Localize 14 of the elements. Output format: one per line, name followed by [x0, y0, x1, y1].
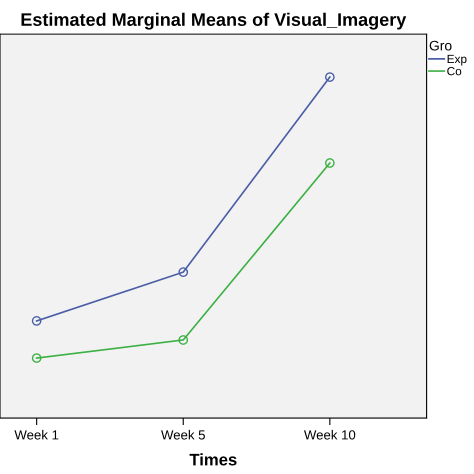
point: [32, 316, 42, 326]
point: [178, 335, 188, 345]
point: [324, 72, 335, 82]
point: [32, 353, 42, 363]
point: [178, 267, 188, 277]
legend-label: Exp: [448, 54, 467, 66]
legend-label: Co: [447, 66, 462, 76]
point: [324, 158, 335, 168]
x-tick-label: Week 10: [304, 430, 356, 440]
legend-title: Gro: [430, 40, 452, 51]
x-axis-title: Times: [190, 453, 237, 466]
x-tick-label: Week 5: [161, 430, 205, 440]
x-tick-label: Week 1: [14, 430, 58, 440]
chart-title: Estimated Marginal Means of Visual_Imagery: [22, 12, 406, 30]
